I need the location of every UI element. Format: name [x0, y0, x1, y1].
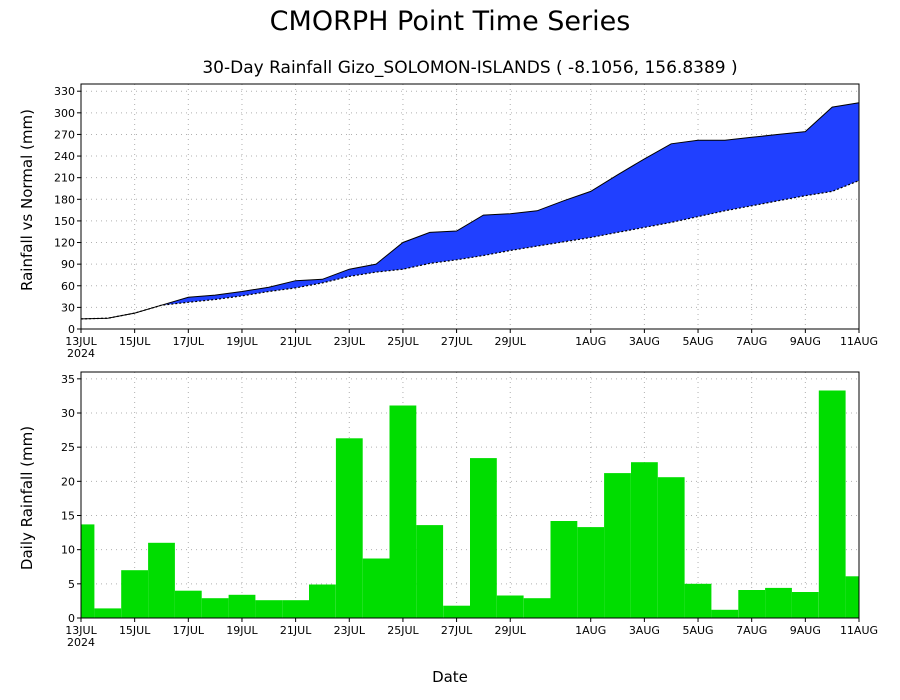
daily-rainfall-bar	[255, 600, 283, 618]
daily-rainfall-bar	[362, 558, 390, 618]
top-y-tick-label: 330	[54, 85, 75, 98]
bottom-x-tick-label: 3AUG	[629, 624, 660, 637]
bottom-x-tick-label: 13JUL	[65, 624, 97, 637]
top-x-tick-label: 1AUG	[575, 335, 606, 348]
daily-rainfall-bar	[121, 570, 148, 618]
top-y-tick-label: 60	[61, 280, 75, 293]
top-y-tick-label: 0	[68, 323, 75, 336]
top-plot-frame	[80, 83, 860, 330]
bottom-y-tick-label: 0	[68, 612, 75, 625]
top-panel-y-axis-title: Rainfall vs Normal (mm)	[18, 109, 36, 291]
top-y-tick-label: 150	[54, 215, 75, 228]
bottom-x-year-label: 2024	[67, 636, 95, 649]
cumulative-rainfall-panel: 0 30 60 90 120 150 180 210 240 270 300 330 13JUL 15JU…	[54, 83, 878, 360]
top-x-tick-label: 5AUG	[682, 335, 713, 348]
top-x-tick-label: 25JUL	[387, 335, 419, 348]
bottom-y-tick-label: 5	[68, 578, 75, 591]
daily-rainfall-bar	[577, 527, 605, 618]
x-axis-title: Date	[432, 668, 468, 686]
daily-rainfall-bar	[845, 576, 859, 618]
daily-rainfall-bar	[470, 458, 497, 618]
daily-rainfall-bar	[684, 583, 712, 618]
bottom-plot-frame	[80, 371, 860, 619]
daily-rainfall-bar	[335, 438, 363, 618]
top-x-tick-label: 9AUG	[790, 335, 821, 348]
daily-rainfall-bar	[791, 592, 819, 618]
bottom-x-tick-label: 9AUG	[790, 624, 821, 637]
top-x-tick-label: 27JUL	[441, 335, 473, 348]
top-y-tick-label: 300	[54, 107, 75, 120]
top-x-tick-label: 11AUG	[840, 335, 878, 348]
daily-rainfall-bar	[738, 590, 766, 618]
daily-rainfall-bar	[228, 594, 256, 618]
daily-rainfall-panel: 0 5 10 15 20 25 30 35 13JUL 15JUL 17JUL 19JUL 21JUL 2…	[61, 371, 878, 649]
daily-rainfall-bar	[765, 587, 792, 618]
daily-rainfall-bar	[550, 521, 578, 618]
bottom-x-tick-label: 25JUL	[387, 624, 419, 637]
bottom-x-tick-label: 21JUL	[280, 624, 312, 637]
bottom-x-tick-label: 15JUL	[119, 624, 151, 637]
bottom-x-tick-label: 5AUG	[682, 624, 713, 637]
daily-rainfall-bar	[818, 390, 846, 618]
top-x-tick-label: 19JUL	[226, 335, 258, 348]
daily-rainfall-bar	[523, 598, 551, 618]
bottom-y-tick-label: 10	[61, 544, 75, 557]
daily-rainfall-bar	[148, 542, 175, 618]
daily-rainfall-bar	[631, 462, 658, 618]
daily-rainfall-bar	[604, 473, 631, 618]
bottom-x-tick-label: 27JUL	[441, 624, 473, 637]
top-x-tick-label: 13JUL	[65, 335, 97, 348]
bottom-x-tick-label: 7AUG	[736, 624, 767, 637]
bottom-x-tick-label: 29JUL	[495, 624, 527, 637]
daily-rainfall-bar	[416, 525, 444, 618]
top-y-tick-label: 210	[54, 172, 75, 185]
bottom-x-tick-label: 23JUL	[334, 624, 366, 637]
top-y-tick-label: 90	[61, 258, 75, 271]
daily-rainfall-bar	[81, 524, 95, 618]
daily-rainfall-bar	[309, 584, 336, 618]
top-y-tick-label: 30	[61, 301, 75, 314]
daily-rainfall-bar	[711, 609, 739, 618]
top-x-tick-label: 29JUL	[495, 335, 527, 348]
top-x-tick-label: 23JUL	[334, 335, 366, 348]
bottom-y-tick-label: 25	[61, 441, 75, 454]
top-x-tick-label: 7AUG	[736, 335, 767, 348]
top-x-tick-label: 15JUL	[119, 335, 151, 348]
bottom-y-tick-label: 15	[61, 510, 75, 523]
top-y-tick-label: 240	[54, 150, 75, 163]
daily-rainfall-bar	[389, 405, 417, 618]
bottom-x-tick-label: 17JUL	[173, 624, 205, 637]
top-y-tick-label: 270	[54, 128, 75, 141]
daily-rainfall-bar	[201, 598, 229, 618]
bottom-x-tick-label: 11AUG	[840, 624, 878, 637]
top-x-year-label: 2024	[67, 347, 95, 360]
top-x-tick-label: 21JUL	[280, 335, 312, 348]
top-x-tick-label: 3AUG	[629, 335, 660, 348]
daily-rainfall-bar	[496, 595, 524, 618]
bottom-y-tick-label: 30	[61, 407, 75, 420]
top-y-tick-label: 180	[54, 193, 75, 206]
bottom-x-tick-label: 1AUG	[575, 624, 606, 637]
daily-rainfall-bar	[174, 590, 202, 618]
bottom-x-tick-label: 19JUL	[226, 624, 258, 637]
daily-rainfall-bar	[94, 608, 122, 618]
top-x-tick-label: 17JUL	[173, 335, 205, 348]
daily-rainfall-bar	[443, 605, 470, 618]
bottom-y-tick-label: 35	[61, 373, 75, 386]
surplus-area	[81, 102, 859, 319]
chart-title: CMORPH Point Time Series	[270, 6, 631, 37]
chart-subtitle: 30-Day Rainfall Gizo_SOLOMON-ISLANDS ( -…	[202, 58, 737, 78]
observed-cumulative-line	[80, 102, 860, 320]
daily-rainfall-bar	[657, 477, 685, 618]
bottom-panel-y-axis-title: Daily Rainfall (mm)	[18, 426, 36, 570]
top-y-tick-label: 120	[54, 237, 75, 250]
bottom-y-tick-label: 20	[61, 475, 75, 488]
daily-rainfall-bar	[282, 600, 309, 618]
